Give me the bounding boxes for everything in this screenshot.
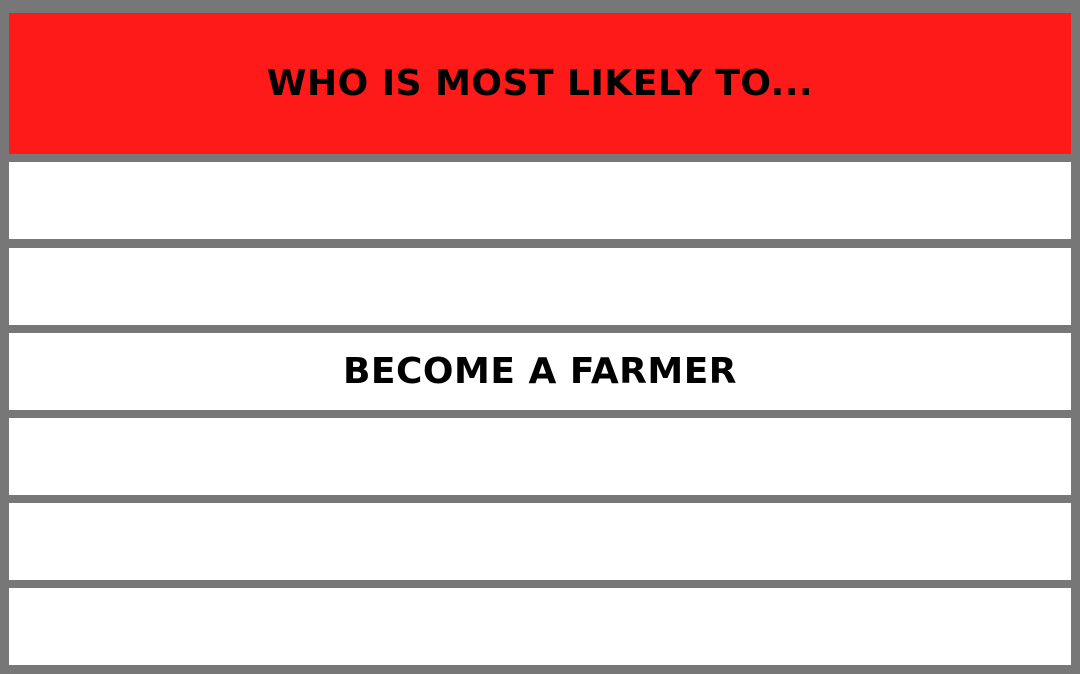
blank-row-1 [9, 162, 1071, 239]
header-banner: WHO IS MOST LIKELY TO... [9, 13, 1071, 154]
prompt-row: BECOME A FARMER [9, 333, 1071, 410]
blank-row-4 [9, 418, 1071, 495]
header-title: WHO IS MOST LIKELY TO... [267, 63, 813, 104]
prompt-text: BECOME A FARMER [343, 351, 737, 392]
blank-row-5 [9, 503, 1071, 580]
blank-row-2 [9, 248, 1071, 325]
blank-row-6 [9, 588, 1071, 665]
